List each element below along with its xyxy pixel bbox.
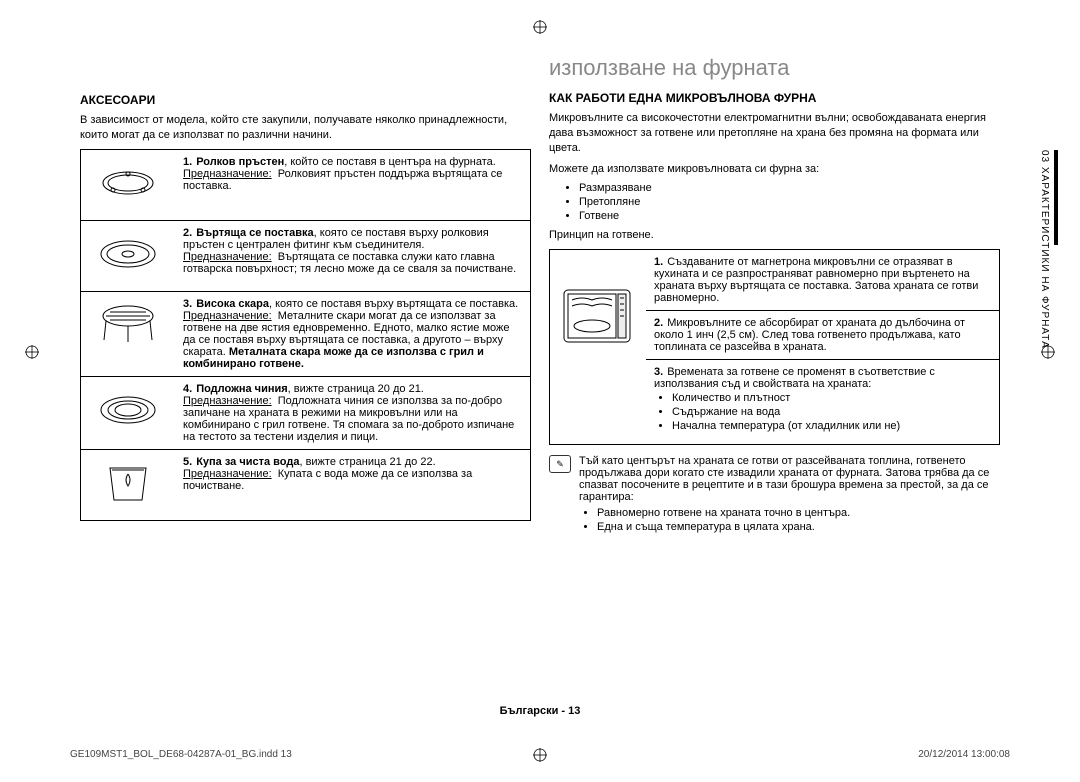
right-column: използване на фурната КАК РАБОТИ ЕДНА МИ… [549, 55, 1000, 539]
page-footer-center: Български - 13 [0, 705, 1080, 717]
how-works-p1: Микровълните са високочестотни електрома… [549, 111, 1000, 156]
acc-image-turntable [81, 220, 176, 291]
principle-label: Принцип на готвене. [549, 228, 1000, 243]
acc-num-1: 1. [183, 156, 196, 168]
acc-name-1: Ролков пръстен [196, 156, 284, 168]
section-tab-bar [1054, 150, 1058, 245]
microwave-diagram [550, 250, 647, 445]
acc-suffix-3: , която се поставя върху въртящата се по… [269, 298, 518, 310]
usage-label-1: Предназначение: [183, 168, 272, 180]
crop-mark-left [25, 345, 39, 359]
usage-label-3: Предназначение: [183, 310, 272, 322]
acc-suffix-1: , който се поставя в центъра на фурната. [284, 156, 496, 168]
prop-item: Количество и плътност [672, 392, 991, 404]
crop-mark-top [533, 20, 547, 34]
how-works-p2: Можете да използвате микровълновата си ф… [549, 162, 1000, 177]
acc-image-high-rack [81, 291, 176, 376]
acc-num-4: 4. [183, 383, 196, 395]
acc-image-roller-ring [81, 149, 176, 220]
acc-usage-3b: Металната скара може да се използва с гр… [183, 346, 484, 370]
use-item: Готвене [579, 210, 1000, 222]
usage-label-5: Предназначение: [183, 468, 272, 480]
note-text: Тъй като центърът на храната се готви от… [579, 455, 989, 503]
acc-image-crusty-plate [81, 376, 176, 449]
acc-image-water-bowl [81, 449, 176, 520]
section-heading: използване на фурната [549, 55, 1000, 81]
note-point: Равномерно готвене на храната точно в це… [597, 507, 1000, 519]
step-2: Микровълните се абсорбират от храната до… [654, 317, 965, 353]
acc-name-2: Въртяща се поставка [196, 227, 313, 239]
acc-num-5: 5. [183, 456, 196, 468]
acc-num-2: 2. [183, 227, 196, 239]
step-num-3: 3. [654, 366, 667, 378]
left-column: АКСЕСОАРИ В зависимост от модела, който … [80, 55, 531, 539]
step-num-1: 1. [654, 256, 667, 268]
acc-name-4: Подложна чиния [196, 383, 287, 395]
page-footer-left: GE109MST1_BOL_DE68-04287A-01_BG.indd 13 [70, 749, 292, 760]
prop-item: Съдържание на вода [672, 406, 991, 418]
step-1: Създаваните от магнетрона микровълни се … [654, 256, 978, 304]
step-3: Времената за готвене се променят в съотв… [654, 366, 935, 390]
note-icon: ✎ [549, 455, 571, 473]
use-item: Размразяване [579, 182, 1000, 194]
acc-suffix-5: , вижте страница 21 до 22. [299, 456, 435, 468]
note-block: ✎ Тъй като центърът на храната се готви … [549, 455, 1000, 539]
accessories-table: 1.Ролков пръстен, който се поставя в цен… [80, 149, 531, 521]
prop-item: Начална температура (от хладилник или не… [672, 420, 991, 432]
usage-label-4: Предназначение: [183, 395, 272, 407]
use-item: Претопляне [579, 196, 1000, 208]
page-footer-right: 20/12/2014 13:00:08 [918, 749, 1010, 760]
usage-label-2: Предназначение: [183, 251, 272, 263]
crop-mark-bottom [533, 748, 547, 762]
acc-num-3: 3. [183, 298, 196, 310]
uses-list: Размразяване Претопляне Готвене [549, 182, 1000, 222]
step-num-2: 2. [654, 317, 667, 329]
section-tab-label: 03 ХАРАКТЕРИСТИКИ НА ФУРНАТА [1039, 150, 1050, 349]
acc-suffix-4: , вижте страница 20 до 21. [288, 383, 424, 395]
principle-table: 1.Създаваните от магнетрона микровълни с… [549, 249, 1000, 445]
how-works-heading: КАК РАБОТИ ЕДНА МИКРОВЪЛНОВА ФУРНА [549, 91, 1000, 105]
note-point: Една и съща температура в цялата храна. [597, 521, 1000, 533]
accessories-intro: В зависимост от модела, който сте закупи… [80, 113, 531, 143]
accessories-heading: АКСЕСОАРИ [80, 93, 531, 107]
acc-name-5: Купа за чиста вода [196, 456, 299, 468]
acc-name-3: Висока скара [196, 298, 269, 310]
